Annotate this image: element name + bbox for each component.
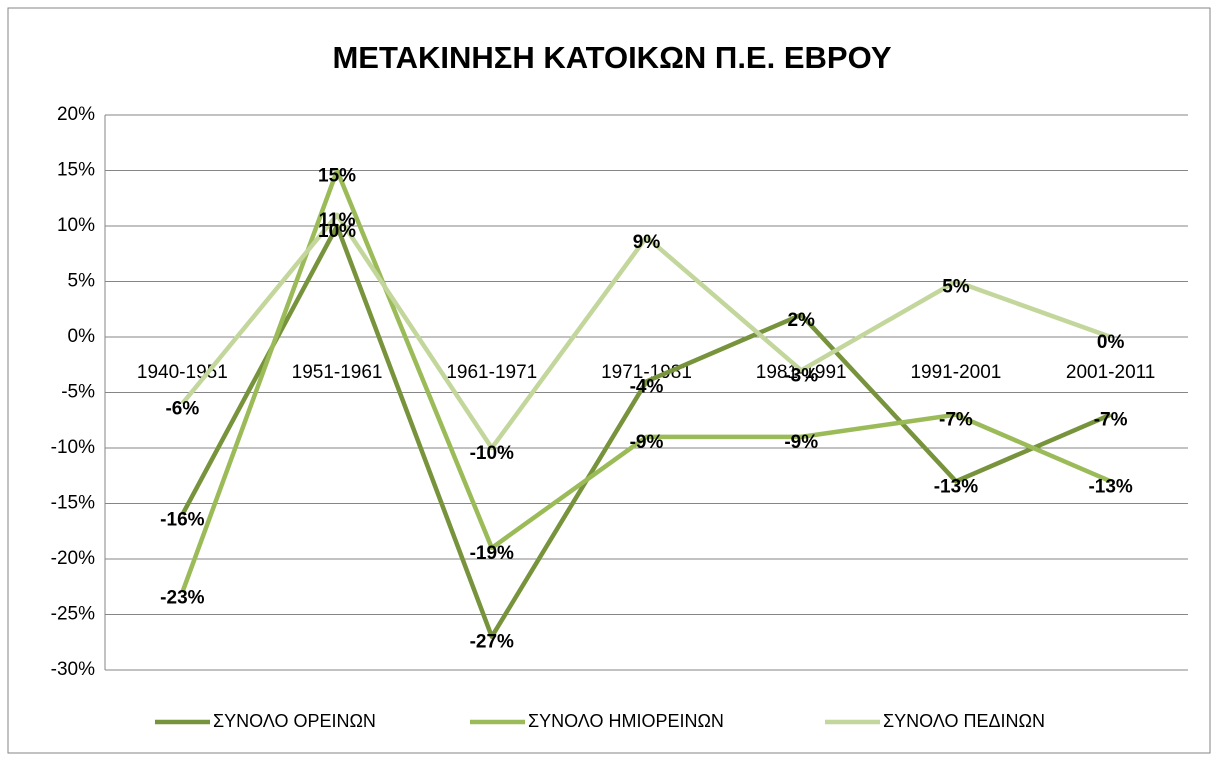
data-label: -6% bbox=[165, 399, 199, 420]
x-tick-label: 2001-2011 bbox=[1066, 362, 1155, 383]
data-label: -13% bbox=[1088, 476, 1132, 497]
chart-frame bbox=[7, 7, 1211, 754]
data-label: -13% bbox=[934, 476, 978, 497]
y-tick-label: -30% bbox=[51, 659, 95, 680]
data-label: -19% bbox=[470, 543, 514, 564]
y-tick-label: 5% bbox=[68, 271, 96, 292]
data-label: -9% bbox=[630, 432, 664, 453]
data-label: -7% bbox=[1094, 410, 1128, 431]
y-tick-label: -25% bbox=[51, 604, 95, 625]
data-label: -23% bbox=[160, 587, 204, 608]
legend-label: ΣΥΝΟΛΟ ΗΜΙΟΡΕΙΝΩΝ bbox=[528, 711, 724, 731]
y-tick-label: 15% bbox=[57, 160, 95, 181]
x-tick-label: 1991-2001 bbox=[910, 362, 1001, 383]
data-label: -3% bbox=[784, 365, 818, 386]
chart-title: ΜΕΤΑΚΙΝΗΣΗ ΚΑΤΟΙΚΩΝ Π.Ε. ΕΒΡΟΥ bbox=[332, 40, 891, 75]
x-tick-label: 1971-1981 bbox=[601, 362, 692, 383]
data-label: -10% bbox=[470, 443, 514, 464]
x-tick-label: 1951-1961 bbox=[292, 362, 383, 383]
data-label: -27% bbox=[470, 632, 514, 653]
y-tick-label: 0% bbox=[68, 326, 96, 347]
legend-label: ΣΥΝΟΛΟ ΠΕΔΙΝΩΝ bbox=[883, 711, 1045, 731]
data-label: 11% bbox=[319, 210, 356, 231]
data-label: -4% bbox=[630, 376, 664, 397]
y-tick-label: 20% bbox=[57, 104, 95, 125]
data-label: -16% bbox=[160, 510, 204, 531]
legend-label: ΣΥΝΟΛΟ ΟΡΕΙΝΩΝ bbox=[213, 711, 376, 731]
data-label: 5% bbox=[942, 277, 970, 298]
series-line bbox=[180, 212, 1112, 451]
data-label: 9% bbox=[633, 232, 661, 253]
y-tick-label: -15% bbox=[51, 493, 95, 514]
data-label: -9% bbox=[784, 432, 818, 453]
data-label: 10% bbox=[318, 221, 356, 242]
data-label: 0% bbox=[1097, 332, 1125, 353]
y-tick-label: -20% bbox=[51, 548, 95, 569]
data-label: 15% bbox=[318, 166, 356, 187]
y-tick-label: 10% bbox=[57, 215, 95, 236]
data-label: 2% bbox=[787, 310, 815, 331]
data-label: -7% bbox=[939, 410, 973, 431]
series-line bbox=[180, 168, 1112, 594]
x-tick-label: 1961-1971 bbox=[446, 362, 537, 383]
series-line bbox=[180, 223, 1112, 639]
y-tick-label: -10% bbox=[51, 437, 95, 458]
y-tick-label: -5% bbox=[61, 382, 95, 403]
